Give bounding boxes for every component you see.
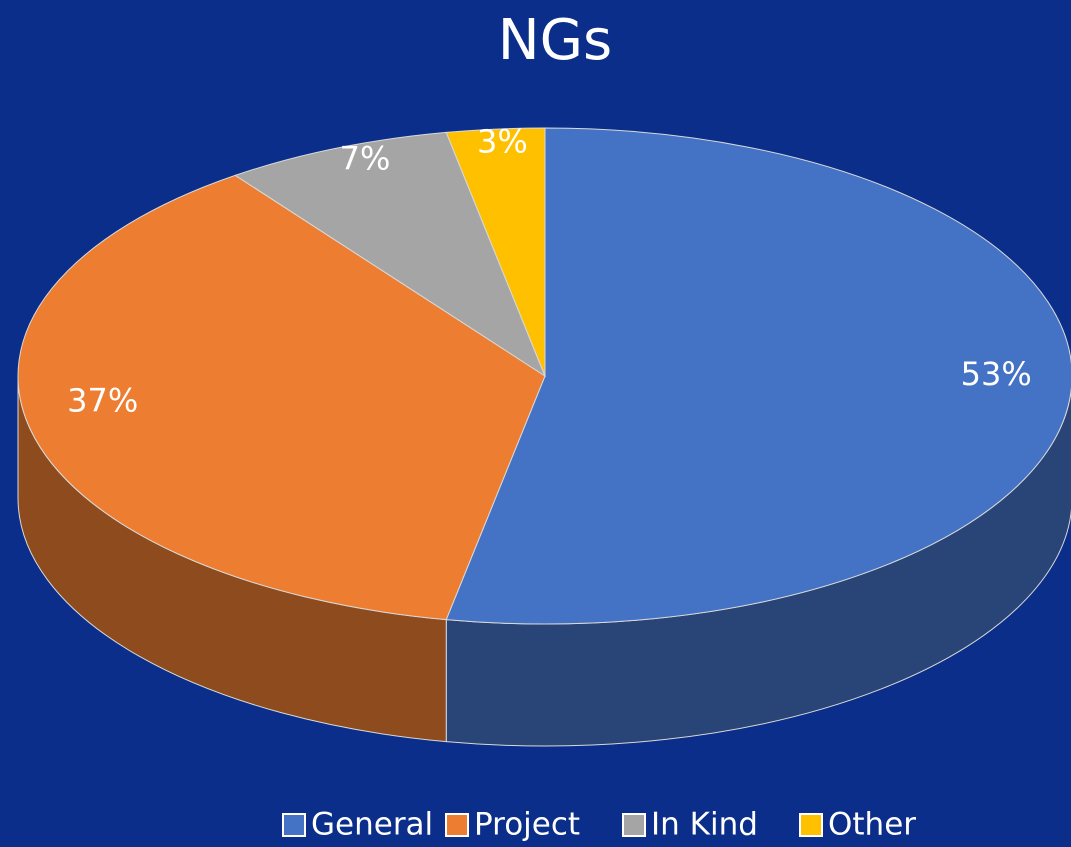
legend-label: General — [311, 807, 433, 843]
data-label: 53% — [961, 355, 1032, 393]
legend-swatch — [799, 813, 823, 837]
data-label: 3% — [477, 123, 528, 161]
legend-swatch — [282, 813, 306, 837]
legend-swatch — [445, 813, 469, 837]
legend-swatch — [622, 813, 646, 837]
slice — [445, 127, 546, 377]
data-label: 37% — [67, 382, 138, 420]
slice — [234, 131, 547, 378]
data-label: 7% — [340, 139, 391, 177]
chart-title: NGs — [498, 8, 612, 73]
slice — [17, 174, 546, 621]
slice — [445, 127, 1071, 625]
legend-label: In Kind — [651, 807, 758, 843]
legend-label: Other — [828, 807, 916, 843]
legend-label: Project — [474, 807, 580, 843]
